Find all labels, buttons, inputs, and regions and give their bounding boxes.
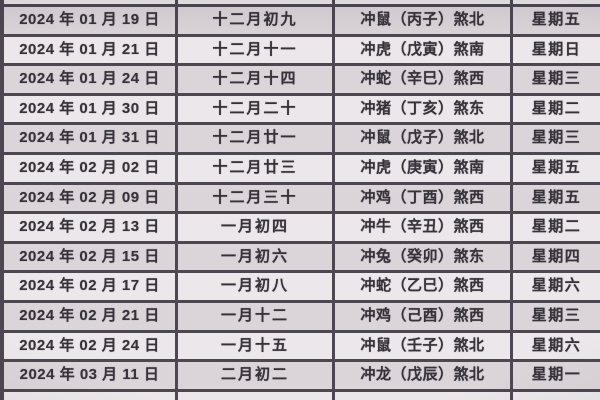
- date-cell: 2024 年 02 月 13 日: [4, 214, 178, 241]
- weekday-cell: 星期六: [531, 336, 582, 354]
- clash-cell: 冲鼠（壬子）煞北: [335, 332, 513, 360]
- lunar-cell: 十二月廿一: [178, 125, 335, 152]
- table-row: 2024 年 01 月 24 日 十二月十四 冲蛇（辛巳）煞西 星期三: [0, 63, 600, 93]
- date-cell: 2024 年 03 月 11 日: [4, 362, 178, 389]
- date-cell: 2024 年 01 月 30 日: [4, 95, 178, 123]
- lunar-cell: 十二月初九: [178, 7, 335, 34]
- date-cell-partial: [4, 0, 178, 4]
- lunar-cell: 一月初四: [178, 214, 335, 241]
- weekday-cell: 星期三: [531, 306, 582, 324]
- date-cell: 2024 年 02 月 21 日: [4, 302, 178, 330]
- weekday-cell: 星期二: [531, 99, 582, 117]
- clash-cell: 冲鸡（丁酉）煞西: [335, 184, 513, 212]
- lunar-cell: 十二月十四: [178, 66, 335, 93]
- lunar-cell-partial: [178, 391, 335, 400]
- weekday-cell: 星期四: [531, 247, 582, 265]
- date-cell-partial: [4, 391, 178, 400]
- lunar-cell: 十二月二十: [178, 95, 335, 123]
- table-row: 2024 年 03 月 11 日 二月初二 冲龙（戊辰）煞北 星期一: [0, 359, 600, 389]
- clash-cell: 冲蛇（辛巳）煞西: [335, 66, 513, 93]
- date-cell: 2024 年 02 月 09 日: [4, 184, 178, 212]
- lunar-cell-partial: [178, 0, 335, 4]
- table-row: 2024 年 02 月 09 日 十二月三十 冲鸡（丁酉）煞西 星期五: [0, 181, 600, 212]
- date-cell: 2024 年 01 月 31 日: [4, 125, 178, 152]
- lunar-cell: 一月十二: [178, 302, 335, 330]
- lunar-cell: 一月十五: [178, 332, 335, 360]
- weekday-cell: 星期日: [531, 40, 582, 58]
- clash-cell: 冲猪（丁亥）煞东: [335, 95, 513, 123]
- table-row: 2024 年 01 月 30 日 十二月二十 冲猪（丁亥）煞东 星期二: [0, 92, 600, 123]
- date-cell: 2024 年 01 月 21 日: [4, 36, 178, 64]
- lunar-cell: 二月初二: [178, 362, 335, 389]
- weekday-cell: 星期二: [531, 218, 582, 236]
- date-cell: 2024 年 02 月 17 日: [4, 273, 178, 300]
- clash-cell: 冲龙（戊辰）煞北: [335, 362, 513, 389]
- clash-cell: 冲鸡（己酉）煞西: [335, 302, 513, 330]
- partial-row-top: [0, 0, 600, 4]
- date-cell: 2024 年 02 月 02 日: [4, 154, 178, 182]
- weekday-cell: 星期六: [531, 277, 582, 295]
- date-cell: 2024 年 02 月 15 日: [4, 243, 178, 271]
- clash-cell-partial: [335, 391, 513, 400]
- table-row: 2024 年 01 月 19 日 十二月初九 冲鼠（丙子）煞北 星期五: [0, 4, 600, 34]
- weekday-cell: 星期三: [531, 70, 582, 88]
- table-row: 2024 年 02 月 15 日 一月初六 冲兔（癸卯）煞东 星期四: [0, 240, 600, 271]
- lunar-cell: 一月初六: [178, 243, 335, 271]
- clash-cell: 冲蛇（乙巳）煞西: [335, 273, 513, 300]
- lunar-cell: 十二月廿三: [178, 154, 335, 182]
- table-row: 2024 年 02 月 02 日 十二月廿三 冲虎（庚寅）煞南 星期五: [0, 151, 600, 182]
- lunar-cell: 一月初八: [178, 273, 335, 300]
- table-row: 2024 年 02 月 24 日 一月十五 冲鼠（壬子）煞北 星期六: [0, 329, 600, 360]
- clash-cell: 冲鼠（戊子）煞北: [335, 125, 513, 152]
- lunar-cell: 十二月十一: [178, 36, 335, 64]
- clash-cell: 冲兔（癸卯）煞东: [335, 243, 513, 271]
- date-cell: 2024 年 01 月 19 日: [4, 7, 178, 34]
- clash-cell: 冲鼠（丙子）煞北: [335, 7, 513, 34]
- table-row: 2024 年 01 月 21 日 十二月十一 冲虎（戊寅）煞南 星期日: [0, 33, 600, 64]
- clash-cell: 冲虎（戊寅）煞南: [335, 36, 513, 64]
- clash-cell: 冲牛（辛丑）煞西: [335, 214, 513, 241]
- weekday-cell: 星期五: [531, 158, 582, 176]
- lunar-cell: 十二月三十: [178, 184, 335, 212]
- table-row: 2024 年 01 月 31 日 十二月廿一 冲鼠（戊子）煞北 星期三: [0, 122, 600, 152]
- weekday-cell-partial: [513, 392, 600, 400]
- clash-cell: 冲虎（庚寅）煞南: [335, 154, 513, 182]
- table-row: 2024 年 02 月 21 日 一月十二 冲鸡（己酉）煞西 星期三: [0, 299, 600, 330]
- table-row: 2024 年 02 月 17 日 一月初八 冲蛇（乙巳）煞西 星期六: [0, 270, 600, 300]
- weekday-cell: 星期一: [531, 366, 582, 384]
- weekday-cell: 星期五: [531, 188, 582, 206]
- table-row: 2024 年 02 月 13 日 一月初四 冲牛（辛丑）煞西 星期二: [0, 211, 600, 241]
- weekday-cell: 星期五: [531, 11, 582, 28]
- date-cell: 2024 年 02 月 24 日: [4, 332, 178, 360]
- date-cell: 2024 年 01 月 24 日: [4, 66, 178, 93]
- partial-row-bottom: [0, 388, 600, 400]
- weekday-cell: 星期三: [531, 129, 582, 147]
- clash-cell-partial: [335, 0, 513, 4]
